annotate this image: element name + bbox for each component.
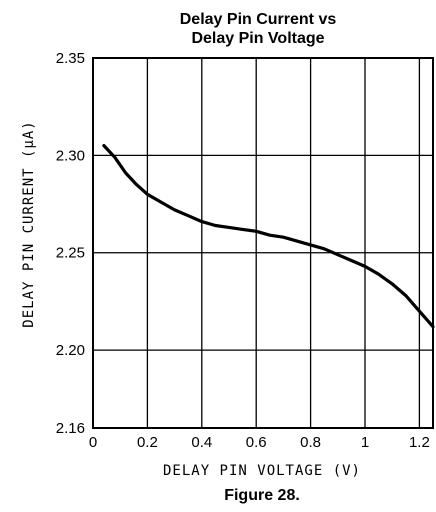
- plot-frame: [92, 57, 434, 429]
- x-tick-label-0.6: 0.6: [246, 434, 267, 451]
- y-tick-label-2.16: 2.16: [56, 420, 85, 437]
- y-axis-label: DELAY PIN CURRENT (μA): [21, 120, 37, 327]
- series-line-delay-pin-current: [102, 144, 435, 329]
- chart-title-line-2: Delay Pin Voltage: [191, 30, 324, 47]
- y-tick-label-2.25: 2.25: [56, 245, 85, 262]
- x-tick-label-1.2: 1.2: [409, 434, 430, 451]
- y-tick-label-2.20: 2.20: [56, 342, 85, 359]
- chart-title-line-1: Delay Pin Current vs: [180, 11, 337, 28]
- y-tick-labels: 2.16 2.20 2.25 2.30 2.35: [56, 50, 85, 437]
- x-tick-label-0.8: 0.8: [300, 434, 321, 451]
- y-tick-label-2.30: 2.30: [56, 147, 85, 164]
- x-axis-label: DELAY PIN VOLTAGE (V): [163, 463, 361, 479]
- figure-caption: Figure 28.: [224, 487, 300, 504]
- y-tick-label-2.35: 2.35: [56, 50, 85, 67]
- x-tick-label-0: 0: [89, 434, 97, 451]
- x-tick-label-1: 1: [361, 434, 369, 451]
- x-tick-labels: 0 0.2 0.4 0.6 0.8 1 1.2: [89, 434, 430, 451]
- x-tick-label-0.2: 0.2: [137, 434, 158, 451]
- x-tick-label-0.4: 0.4: [191, 434, 212, 451]
- grid-lines: [93, 58, 433, 428]
